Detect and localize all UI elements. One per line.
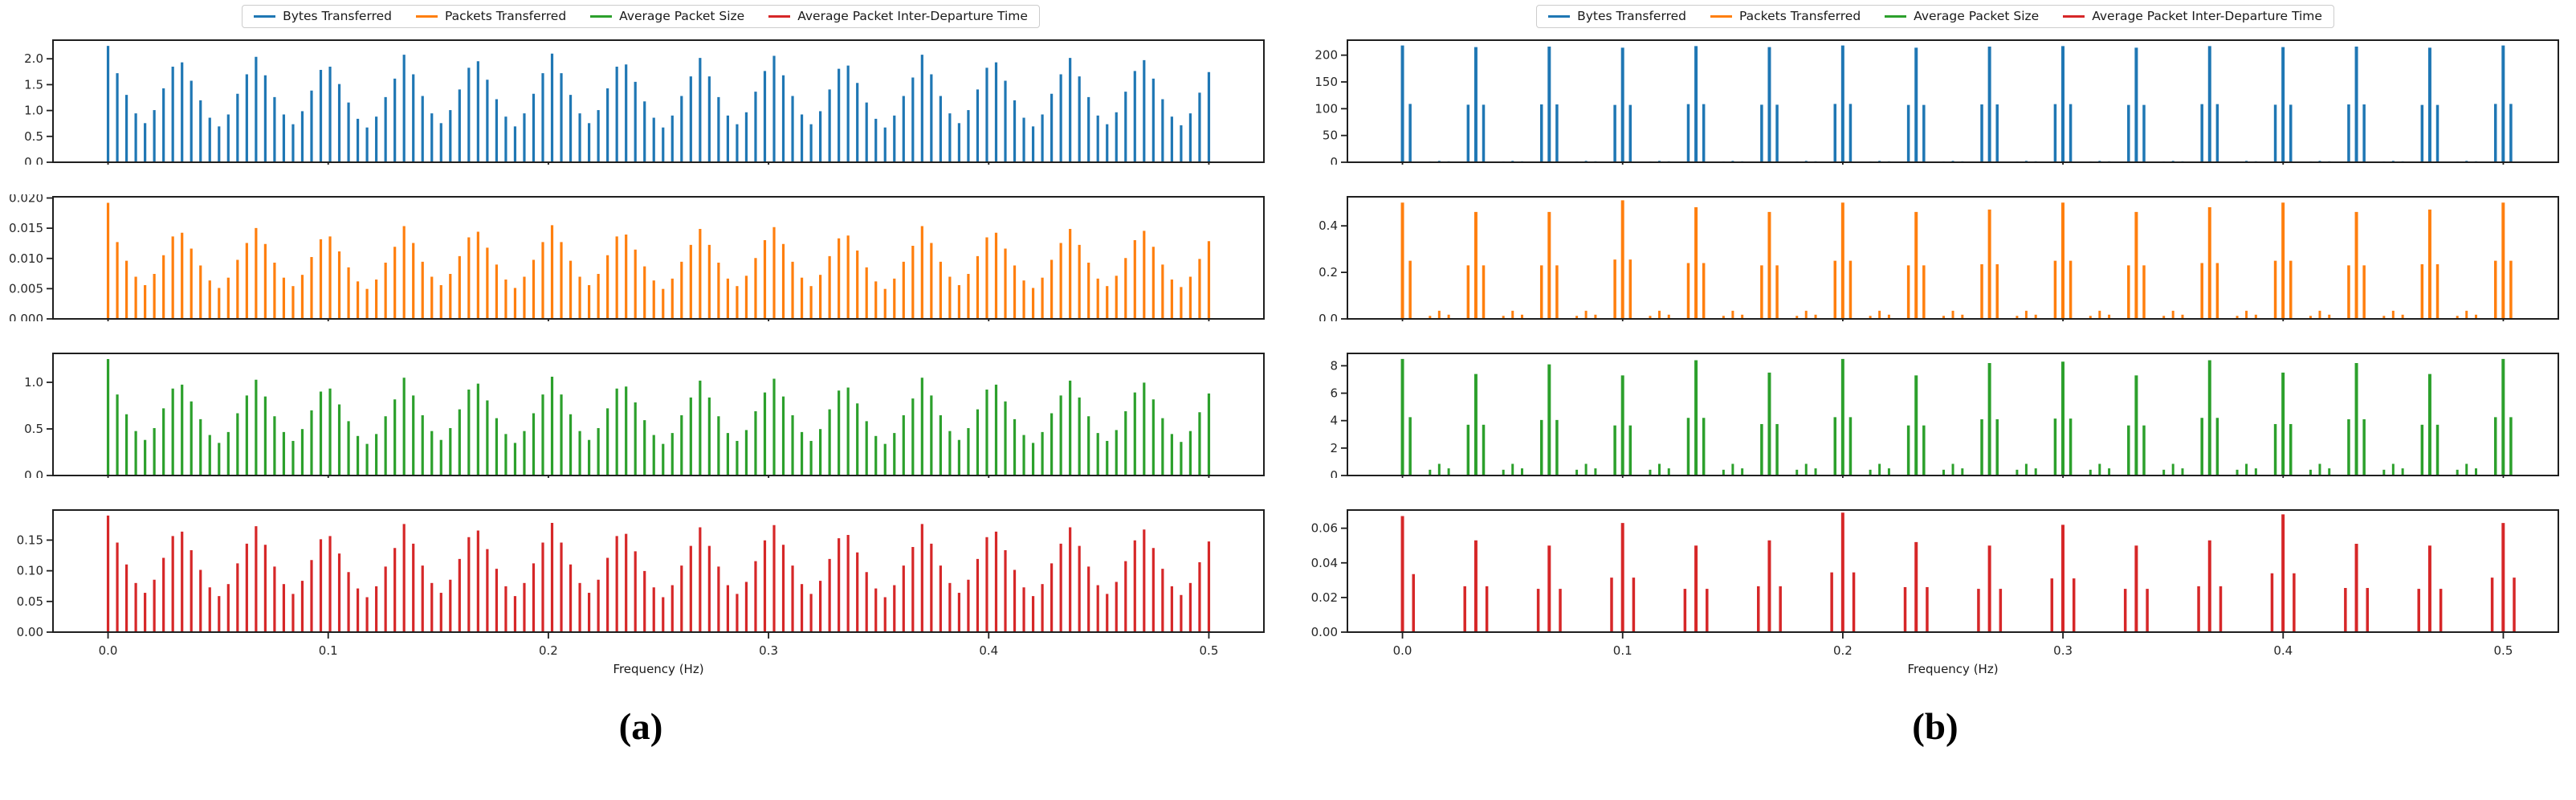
y-tick-label: 0.015 bbox=[9, 221, 43, 235]
caption-b: (b) bbox=[1912, 705, 1958, 748]
spectrum-a-panel-2: 0.0 0.5 1.0 bbox=[24, 352, 1265, 478]
spectrum-a-panel-0: 0.0 0.5 1.0 1.5 2.0 bbox=[24, 39, 1265, 165]
y-tick-label: 0.05 bbox=[17, 594, 43, 608]
y-tick-label: 0.04 bbox=[1311, 555, 1338, 569]
legend-label: Packets Transferred bbox=[444, 9, 567, 23]
spectrum-b-panel-2: 0 2 4 6 8 bbox=[1330, 352, 2559, 478]
x-tick-label: 0.2 bbox=[1833, 643, 1853, 658]
y-tick-label: 8 bbox=[1330, 358, 1338, 373]
y-tick-label: 50 bbox=[1323, 128, 1338, 142]
y-tick-label: 0.0 bbox=[24, 155, 43, 165]
y-tick-label: 0.010 bbox=[9, 251, 43, 265]
legend-item-bytes: Bytes Transferred bbox=[254, 9, 392, 24]
y-tick-label: 0.15 bbox=[17, 533, 43, 547]
legend-label: Bytes Transferred bbox=[1577, 9, 1686, 23]
dual-spectrum-figure: Bytes Transferred Packets Transferred Av… bbox=[0, 0, 2576, 749]
y-tick-label: 0.000 bbox=[9, 312, 43, 321]
y-tick-label: 2 bbox=[1330, 440, 1338, 455]
legend-item-inter-departure: Average Packet Inter-Departure Time bbox=[2063, 9, 2322, 24]
legend-label: Average Packet Inter-Departure Time bbox=[797, 9, 1028, 23]
y-tick-label: 0.2 bbox=[1319, 265, 1338, 280]
y-tick-label: 4 bbox=[1330, 413, 1338, 427]
stem-bars bbox=[1400, 358, 2513, 475]
x-tick-label: 0.1 bbox=[319, 643, 338, 658]
y-tick-label: 0.00 bbox=[1311, 625, 1338, 639]
legend-label: Packets Transferred bbox=[1738, 9, 1861, 23]
legend-label: Average Packet Size bbox=[1914, 9, 2040, 23]
legend-item-packets: Packets Transferred bbox=[1710, 9, 1861, 24]
y-tick-label: 0 bbox=[1330, 155, 1338, 165]
y-tick-label: 0.4 bbox=[1319, 218, 1338, 233]
x-tick-label: 0.5 bbox=[1200, 643, 1219, 658]
x-tick-label: 0.2 bbox=[539, 643, 558, 658]
figure-a: Bytes Transferred Packets Transferred Av… bbox=[0, 0, 1282, 749]
stem-bars bbox=[106, 202, 1211, 318]
figure-b: Bytes Transferred Packets Transferred Av… bbox=[1294, 0, 2576, 749]
y-tick-label: 2.0 bbox=[24, 51, 43, 66]
panels-a: 0.0 0.5 1.0 1.5 2.0 0.000 0.005 0.010 0.015 0.020… bbox=[0, 38, 1282, 662]
y-tick-label: 0.0 bbox=[24, 468, 43, 478]
y-tick-label: 0.020 bbox=[9, 194, 43, 206]
packets-line-swatch bbox=[415, 14, 438, 18]
y-tick-label: 1.5 bbox=[24, 77, 43, 92]
x-tick-label: 0.0 bbox=[1393, 643, 1412, 658]
y-tick-label: 1.0 bbox=[24, 375, 43, 390]
spectrum-b-panel-1: 0.0 0.2 0.4 bbox=[1319, 195, 2559, 321]
legend-b: Bytes Transferred Packets Transferred Av… bbox=[1294, 5, 2576, 28]
panels-b: 0 50 100 150 200 0.0 0.2 0.4 0 2 4 6 8 0.00 0.02 0.04 0.… bbox=[1294, 38, 2576, 662]
stem-bars bbox=[1400, 199, 2513, 318]
legend-item-packet-size: Average Packet Size bbox=[590, 9, 744, 24]
inter-departure-line-swatch bbox=[2063, 14, 2085, 18]
y-tick-label: 200 bbox=[1314, 47, 1338, 62]
y-tick-label: 6 bbox=[1330, 386, 1338, 400]
x-tick-label: 0.1 bbox=[1613, 643, 1632, 658]
y-tick-label: 0.02 bbox=[1311, 590, 1338, 604]
packets-line-swatch bbox=[1710, 14, 1732, 18]
bytes-line-swatch bbox=[254, 14, 276, 18]
legend-item-packets: Packets Transferred bbox=[415, 9, 567, 24]
x-tick-label: 0.4 bbox=[979, 643, 998, 658]
inter-departure-line-swatch bbox=[768, 14, 791, 18]
spectrum-a-panel-3: 0.00 0.05 0.10 0.15 0.0 0.1 0.2 0.3 0.4 0.5 bbox=[17, 508, 1265, 658]
x-tick-label: 0.3 bbox=[759, 643, 778, 658]
spectrum-b-panel-0: 0 50 100 150 200 bbox=[1314, 39, 2559, 165]
y-tick-label: 0 bbox=[1330, 468, 1338, 478]
stem-bars bbox=[106, 358, 1211, 475]
y-tick-label: 0.0 bbox=[1319, 312, 1338, 321]
spectrum-b-panel-3: 0.00 0.02 0.04 0.06 0.0 0.1 0.2 0.3 0.4 0.5 bbox=[1311, 508, 2559, 658]
stem-bars bbox=[106, 515, 1211, 631]
legend-label: Average Packet Inter-Departure Time bbox=[2092, 9, 2322, 23]
y-tick-label: 0.10 bbox=[17, 563, 43, 578]
y-tick-label: 0.5 bbox=[24, 129, 43, 143]
y-tick-label: 150 bbox=[1314, 75, 1338, 89]
y-tick-label: 1.0 bbox=[24, 103, 43, 117]
legend-box: Bytes Transferred Packets Transferred Av… bbox=[242, 5, 1040, 28]
caption-a: (a) bbox=[618, 705, 663, 748]
legend-item-bytes: Bytes Transferred bbox=[1548, 9, 1686, 24]
stem-bars bbox=[1400, 45, 2513, 161]
legend-label: Average Packet Size bbox=[619, 9, 745, 23]
y-tick-label: 0.5 bbox=[24, 422, 43, 436]
bytes-line-swatch bbox=[1548, 14, 1571, 18]
packet-size-line-swatch bbox=[590, 14, 613, 18]
x-tick-label: 0.5 bbox=[2494, 643, 2513, 658]
stem-bars bbox=[106, 45, 1211, 161]
packet-size-line-swatch bbox=[1885, 14, 1907, 18]
legend-box: Bytes Transferred Packets Transferred Av… bbox=[1536, 5, 2334, 28]
legend-label: Bytes Transferred bbox=[283, 9, 392, 23]
x-tick-label: 0.4 bbox=[2273, 643, 2293, 658]
y-tick-label: 0.00 bbox=[17, 625, 43, 639]
x-axis-label-b: Frequency (Hz) bbox=[1907, 661, 1999, 676]
legend-a: Bytes Transferred Packets Transferred Av… bbox=[0, 5, 1282, 28]
y-tick-label: 0.06 bbox=[1311, 520, 1338, 535]
legend-item-inter-departure: Average Packet Inter-Departure Time bbox=[768, 9, 1028, 24]
stem-bars bbox=[1400, 512, 2516, 631]
y-tick-label: 100 bbox=[1314, 101, 1338, 116]
spectrum-a-panel-1: 0.000 0.005 0.010 0.015 0.020 bbox=[9, 194, 1265, 321]
y-tick-label: 0.005 bbox=[9, 281, 43, 296]
x-tick-label: 0.3 bbox=[2053, 643, 2073, 658]
x-axis-label-a: Frequency (Hz) bbox=[613, 661, 704, 676]
x-tick-label: 0.0 bbox=[99, 643, 118, 658]
legend-item-packet-size: Average Packet Size bbox=[1885, 9, 2039, 24]
